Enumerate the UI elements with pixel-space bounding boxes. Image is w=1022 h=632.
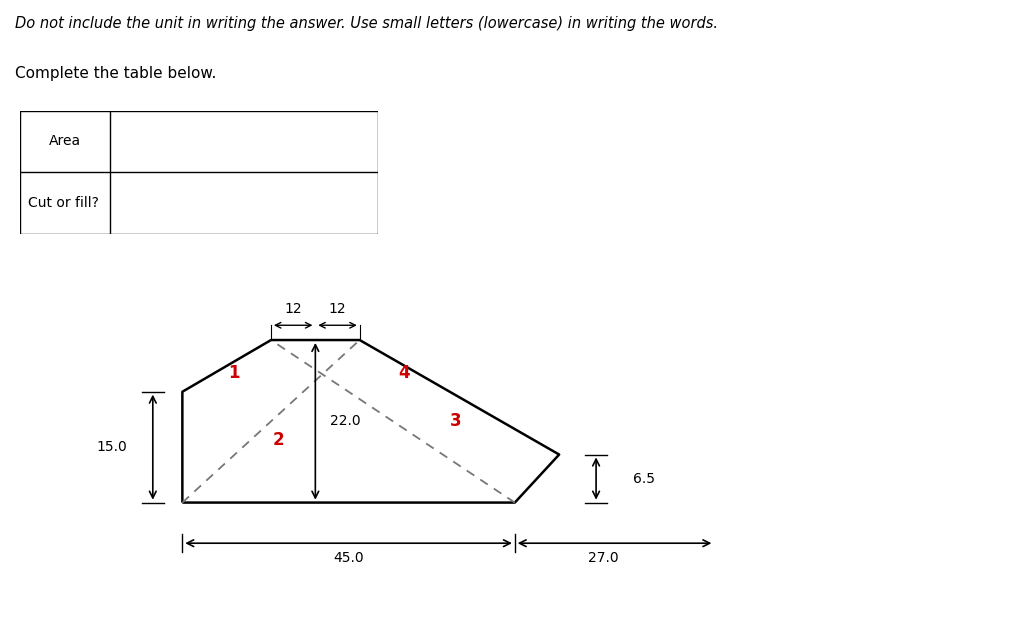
Text: 12: 12: [284, 302, 301, 317]
Text: 15.0: 15.0: [97, 440, 128, 454]
Text: 6.5: 6.5: [633, 471, 655, 485]
Text: 12: 12: [329, 302, 346, 317]
Text: 2: 2: [273, 431, 284, 449]
Text: 22.0: 22.0: [330, 415, 361, 428]
Text: Do not include the unit in writing the answer. Use small letters (lowercase) in : Do not include the unit in writing the a…: [15, 16, 718, 31]
Text: Cut or fill?: Cut or fill?: [28, 196, 98, 210]
Text: Complete the table below.: Complete the table below.: [15, 66, 217, 82]
Text: 45.0: 45.0: [333, 551, 364, 565]
Text: 4: 4: [399, 364, 410, 382]
Text: Area: Area: [49, 135, 81, 149]
Text: 1: 1: [228, 364, 240, 382]
Text: 27.0: 27.0: [588, 551, 618, 565]
Text: 3: 3: [450, 412, 462, 430]
